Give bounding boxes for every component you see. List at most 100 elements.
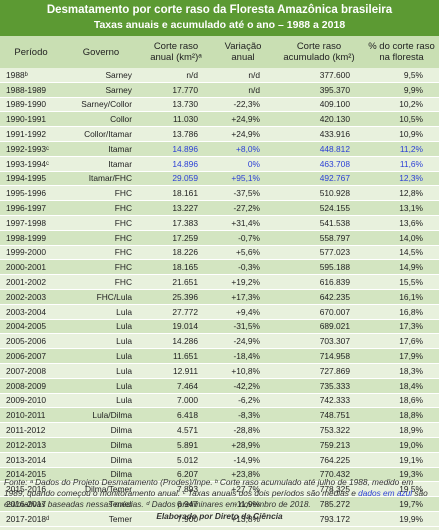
- cell-corte: 17.383: [140, 215, 212, 231]
- table-row: 1997-1998 FHC 17.383 +31,4% 541.538 13,6%: [0, 215, 439, 231]
- cell-periodo: 1996-1997: [0, 200, 62, 216]
- cell-pct: 11,2%: [364, 141, 439, 157]
- cell-acumulado: 785.272: [274, 496, 364, 512]
- cell-pct: 17,6%: [364, 333, 439, 350]
- cell-variacao: +17,3%: [212, 289, 274, 305]
- table-row: 1989-1990 Sarney/Collor 13.730 -22,3% 409.10…: [0, 97, 439, 113]
- cell-corte: 14.896: [140, 141, 212, 157]
- cell-pct: 13,6%: [364, 215, 439, 231]
- table-row: 1996-1997 FHC 13.227 -27,2% 524.155 13,1%: [0, 200, 439, 216]
- cell-corte: 25.396: [140, 289, 212, 305]
- cell-pct: 17,9%: [364, 348, 439, 364]
- table-row: 2016-2017 Temer 6.947 -11,9% 785.272 19,7%: [0, 496, 439, 512]
- cell-variacao: +28,9%: [212, 437, 274, 453]
- cell-acumulado: 395.370: [274, 82, 364, 98]
- cell-variacao: +23,8%: [212, 467, 274, 483]
- cell-periodo: 1991-1992: [0, 126, 62, 142]
- cell-variacao: +24,9%: [212, 111, 274, 128]
- cell-acumulado: 616.839: [274, 274, 364, 290]
- cell-variacao: +24,9%: [212, 126, 274, 142]
- cell-variacao: -28,8%: [212, 422, 274, 438]
- cell-governo: Sarney/Collor: [62, 97, 140, 113]
- cell-pct: 18,9%: [364, 422, 439, 438]
- cell-acumulado: 577.023: [274, 245, 364, 261]
- table-row: 1988ᵇ Sarney n/d n/d 377.600 9,5%: [0, 68, 439, 83]
- cell-corte: 19.014: [140, 319, 212, 335]
- cell-pct: 19,1%: [364, 452, 439, 468]
- cell-governo: FHC: [62, 230, 140, 246]
- col-header-pct: % do corte raso na floresta: [364, 36, 439, 68]
- cell-pct: 19,3%: [364, 467, 439, 483]
- col-header-periodo: Período: [0, 36, 62, 68]
- cell-periodo: 1995-1996: [0, 185, 62, 202]
- cell-governo: Temer: [62, 511, 140, 527]
- cell-corte: 7.893: [140, 481, 212, 498]
- cell-acumulado: 793.172: [274, 511, 364, 527]
- cell-corte: 7.900: [140, 511, 212, 527]
- cell-variacao: -0,3%: [212, 259, 274, 276]
- cell-governo: Dilma: [62, 437, 140, 453]
- subtitle: Taxas anuais e acumulado até o ano – 198…: [93, 19, 346, 31]
- cell-corte: 12.911: [140, 363, 212, 379]
- cell-corte: 11.651: [140, 348, 212, 364]
- cell-governo: Lula: [62, 378, 140, 394]
- cell-acumulado: 742.333: [274, 393, 364, 409]
- cell-corte: 6.418: [140, 407, 212, 424]
- cell-variacao: -8,3%: [212, 407, 274, 424]
- cell-governo: Lula: [62, 319, 140, 335]
- cell-governo: Itamar: [62, 141, 140, 157]
- table-row: 2006-2007 Lula 11.651 -18,4% 714.958 17,9%: [0, 348, 439, 364]
- table-row: 1990-1991 Collor 11.030 +24,9% 420.130 10,5%: [0, 111, 439, 128]
- cell-pct: 17,3%: [364, 319, 439, 335]
- cell-variacao: -37,5%: [212, 185, 274, 202]
- cell-corte: 13.227: [140, 200, 212, 216]
- cell-corte: 17.770: [140, 82, 212, 98]
- cell-acumulado: 595.188: [274, 259, 364, 276]
- footnote-blue-text: dados em azul: [358, 488, 413, 498]
- table-row: 2009-2010 Lula 7.000 -6,2% 742.333 18,6%: [0, 393, 439, 409]
- col-header-variacao: Variação anual: [212, 36, 274, 68]
- cell-corte: 27.772: [140, 304, 212, 320]
- cell-governo: Sarney: [62, 82, 140, 98]
- cell-pct: 11,6%: [364, 156, 439, 172]
- cell-acumulado: 541.538: [274, 215, 364, 231]
- cell-periodo: 2006-2007: [0, 348, 62, 364]
- cell-periodo: 2012-2013: [0, 437, 62, 453]
- cell-corte: 7.464: [140, 378, 212, 394]
- cell-pct: 16,1%: [364, 289, 439, 305]
- cell-governo: Temer: [62, 496, 140, 512]
- cell-acumulado: 492.767: [274, 171, 364, 187]
- cell-acumulado: 642.235: [274, 289, 364, 305]
- cell-governo: Lula: [62, 304, 140, 320]
- cell-pct: 15,5%: [364, 274, 439, 290]
- cell-periodo: 2005-2006: [0, 333, 62, 350]
- cell-governo: FHC: [62, 200, 140, 216]
- cell-acumulado: 448.812: [274, 141, 364, 157]
- cell-pct: 12,3%: [364, 171, 439, 187]
- cell-periodo: 2003-2004: [0, 304, 62, 320]
- cell-pct: 18,4%: [364, 378, 439, 394]
- table-row: 2012-2013 Dilma 5.891 +28,9% 759.213 19,0%: [0, 437, 439, 453]
- cell-acumulado: 727.869: [274, 363, 364, 379]
- table-row: 1999-2000 FHC 18.226 +5,6% 577.023 14,5%: [0, 245, 439, 261]
- cell-pct: 14,9%: [364, 259, 439, 276]
- cell-periodo: 2014-2015: [0, 467, 62, 483]
- table-row: 2008-2009 Lula 7.464 -42,2% 735.333 18,4%: [0, 378, 439, 394]
- cell-governo: Sarney: [62, 68, 140, 83]
- footnote-text-1: Fonte: ᵃ Dados do Projeto Desmatamento (…: [4, 477, 414, 498]
- cell-variacao: +8,0%: [212, 141, 274, 157]
- cell-acumulado: 689.021: [274, 319, 364, 335]
- cell-corte: 5.891: [140, 437, 212, 453]
- cell-corte: 7.000: [140, 393, 212, 409]
- table-row: 1988-1989 Sarney 17.770 n/d 395.370 9,9%: [0, 82, 439, 98]
- cell-corte: 17.259: [140, 230, 212, 246]
- cell-variacao: -27,2%: [212, 200, 274, 216]
- cell-acumulado: 510.928: [274, 185, 364, 202]
- cell-pct: 19,5%: [364, 481, 439, 498]
- cell-pct: 18,6%: [364, 393, 439, 409]
- cell-pct: 12,8%: [364, 185, 439, 202]
- cell-acumulado: 558.797: [274, 230, 364, 246]
- cell-periodo: 1990-1991: [0, 111, 62, 128]
- cell-pct: 9,5%: [364, 68, 439, 83]
- cell-variacao: -42,2%: [212, 378, 274, 394]
